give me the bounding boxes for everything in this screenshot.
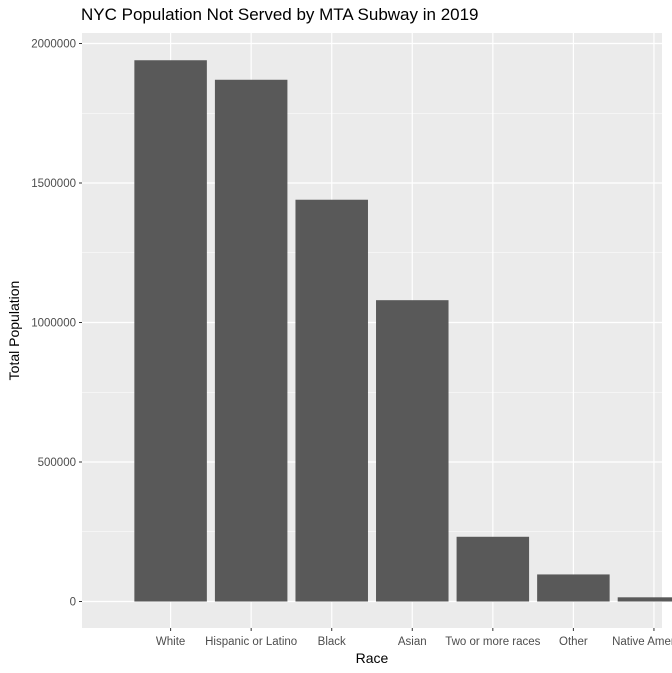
- bar: [214, 79, 288, 602]
- y-tick-label: 0: [70, 597, 76, 609]
- y-tick-label: 2000000: [31, 39, 76, 51]
- bar: [376, 300, 449, 602]
- x-tick-label: Black: [318, 636, 346, 648]
- bars: [134, 60, 672, 602]
- x-tick-label: Asian: [398, 636, 427, 648]
- y-axis: 0 500000 1000000 1500000 2000000: [31, 39, 82, 609]
- x-tick-label: Hispanic or Latino: [205, 636, 297, 648]
- x-axis-title: Race: [356, 650, 389, 666]
- y-tick-label: 1000000: [31, 318, 76, 330]
- x-tick-label: Two or more races: [445, 636, 540, 648]
- bar: [295, 199, 368, 602]
- x-tick-label: Other: [559, 636, 588, 648]
- y-tick-label: 1500000: [31, 178, 76, 190]
- bar: [134, 60, 207, 602]
- y-tick-label: 500000: [38, 457, 76, 469]
- x-tick-label: White: [156, 636, 185, 648]
- chart-title: NYC Population Not Served by MTA Subway …: [81, 5, 479, 24]
- x-axis: White Hispanic or Latino Black Asian Two or …: [156, 628, 672, 648]
- x-tick-label: Native American: [612, 636, 672, 648]
- bar: [617, 597, 672, 602]
- y-axis-title: Total Population: [6, 281, 22, 381]
- bar: [456, 536, 530, 602]
- bar: [537, 574, 610, 602]
